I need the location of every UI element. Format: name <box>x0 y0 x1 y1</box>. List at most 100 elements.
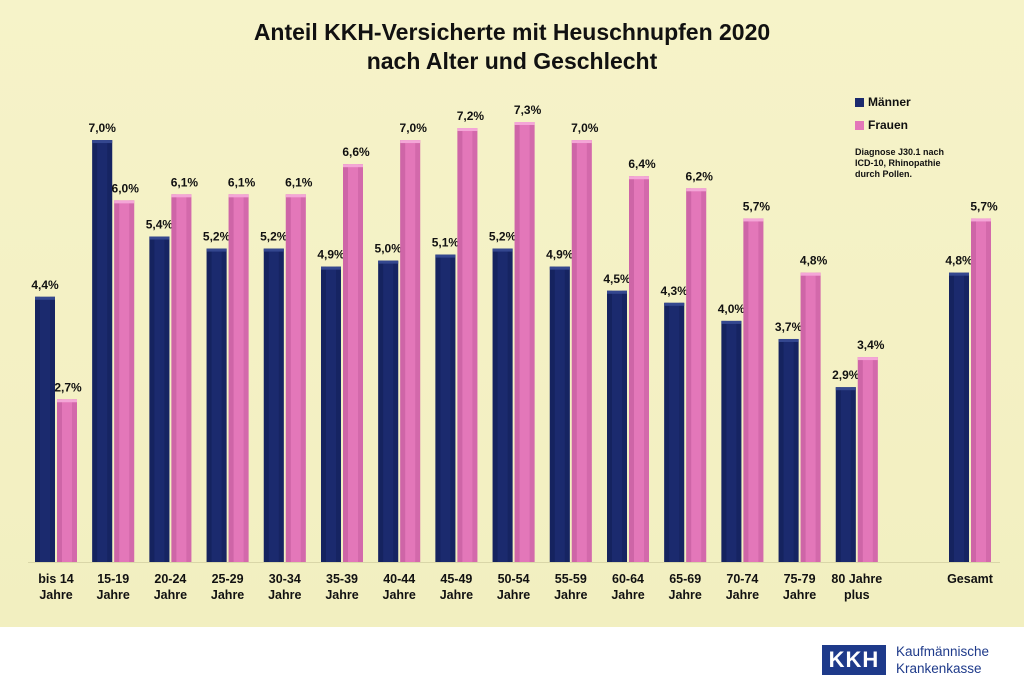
kkh-logo-text: Kaufmännische Krankenkasse <box>896 643 989 677</box>
bar-shade <box>857 357 863 562</box>
bar-shade <box>378 260 384 562</box>
bar-shade <box>343 164 348 563</box>
bar-top <box>857 357 878 361</box>
chart-title: Anteil KKH-Versicherte mit Heuschnupfen … <box>0 18 1024 76</box>
bar-shade <box>300 194 306 562</box>
bar-shade <box>472 128 478 562</box>
bar-top <box>343 164 363 168</box>
bar-top <box>571 140 592 144</box>
data-label-frauen: 7,2% <box>457 109 485 123</box>
bar-shade <box>336 266 341 562</box>
bar-shade <box>815 272 821 562</box>
x-tick-label: plus <box>844 588 870 602</box>
bar-maenner <box>721 320 742 562</box>
bar-shade <box>263 248 269 562</box>
bar-frauen <box>285 194 306 562</box>
data-label-frauen: 6,4% <box>628 157 656 171</box>
bar-shade <box>549 266 555 562</box>
bar-shade <box>107 140 113 562</box>
bar-maenner <box>35 296 55 562</box>
bar-top <box>206 248 227 252</box>
bar-shade <box>986 218 991 562</box>
bar-shade <box>964 272 969 562</box>
x-tick-label: Jahre <box>39 588 72 602</box>
bar-top <box>263 248 284 252</box>
x-tick-label: 45-49 <box>440 572 472 586</box>
bar-shade <box>644 176 649 562</box>
bar-shade <box>571 140 577 562</box>
x-tick-label: Jahre <box>97 588 130 602</box>
bar-top <box>378 260 399 264</box>
x-tick-label: 50-54 <box>498 572 530 586</box>
x-tick-label: Jahre <box>554 588 587 602</box>
logo-text-line-2: Krankenkasse <box>896 661 982 676</box>
data-label-maenner: 5,2% <box>489 230 517 244</box>
legend-item-frauen: Frauen <box>855 118 908 132</box>
bar-shade <box>57 399 62 562</box>
bar-top <box>721 320 742 324</box>
bar-shade <box>800 272 806 562</box>
bar-top <box>549 266 570 270</box>
bar-top <box>57 399 77 403</box>
bar-top <box>686 188 707 192</box>
bar-top <box>457 128 478 132</box>
bar-frauen <box>171 194 192 562</box>
bar-maenner <box>492 248 513 562</box>
bar-shade <box>514 122 520 562</box>
x-tick-label: 70-74 <box>726 572 758 586</box>
bar-top <box>285 194 306 198</box>
bar-top <box>629 176 649 180</box>
x-tick-label: Jahre <box>726 588 759 602</box>
bar-shade <box>971 218 976 562</box>
bar-shade <box>278 248 284 562</box>
bar-shade <box>701 188 707 562</box>
bar-shade <box>72 399 77 562</box>
data-label-frauen: 6,6% <box>342 145 370 159</box>
x-tick-label: Jahre <box>497 588 530 602</box>
bar-shade <box>435 254 441 563</box>
legend-label-maenner: Männer <box>868 95 911 109</box>
bar-shade <box>586 140 592 562</box>
bar-shade <box>164 236 170 562</box>
bar-maenner <box>321 266 341 562</box>
x-tick-label: 75-79 <box>784 572 816 586</box>
bar-shade <box>607 290 612 562</box>
bar-shade <box>686 188 692 562</box>
bar-shade <box>393 260 399 562</box>
bar-top <box>664 302 685 306</box>
bar-shade <box>228 194 234 562</box>
bar-top <box>971 218 991 222</box>
bar-shade <box>450 254 456 563</box>
bar-shade <box>507 248 513 562</box>
bar-shade <box>664 302 670 562</box>
bar-shade <box>50 296 55 562</box>
x-tick-label: Jahre <box>211 588 244 602</box>
logo-text-line-1: Kaufmännische <box>896 644 990 659</box>
x-tick-label: Jahre <box>325 588 358 602</box>
bar-top <box>949 272 969 276</box>
bar-shade <box>743 218 749 562</box>
bar-top <box>400 140 421 144</box>
bar-maenner <box>949 272 969 562</box>
legend-item-maenner: Männer <box>855 95 911 109</box>
x-tick-label: 80 Jahre <box>831 572 882 586</box>
data-label-maenner: 4,9% <box>317 248 345 262</box>
bar-frauen <box>228 194 249 562</box>
bar-frauen <box>800 272 821 562</box>
chart-title-line-1: Anteil KKH-Versicherte mit Heuschnupfen … <box>253 19 771 45</box>
bar-shade <box>721 320 727 562</box>
legend-label-frauen: Frauen <box>868 118 909 132</box>
bar-shade <box>778 338 784 562</box>
bar-top <box>492 248 513 252</box>
bar-maenner <box>435 254 456 563</box>
data-label-maenner: 4,4% <box>31 278 59 292</box>
bar-top <box>92 140 113 144</box>
data-label-frauen: 3,4% <box>857 338 885 352</box>
bar-shade <box>358 164 363 563</box>
bar-maenner <box>778 338 799 562</box>
bar-shade <box>529 122 535 562</box>
data-label-frauen: 7,0% <box>571 121 599 135</box>
data-label-frauen: 6,1% <box>171 175 199 189</box>
bar-frauen <box>686 188 707 562</box>
bar-shade <box>92 140 98 562</box>
